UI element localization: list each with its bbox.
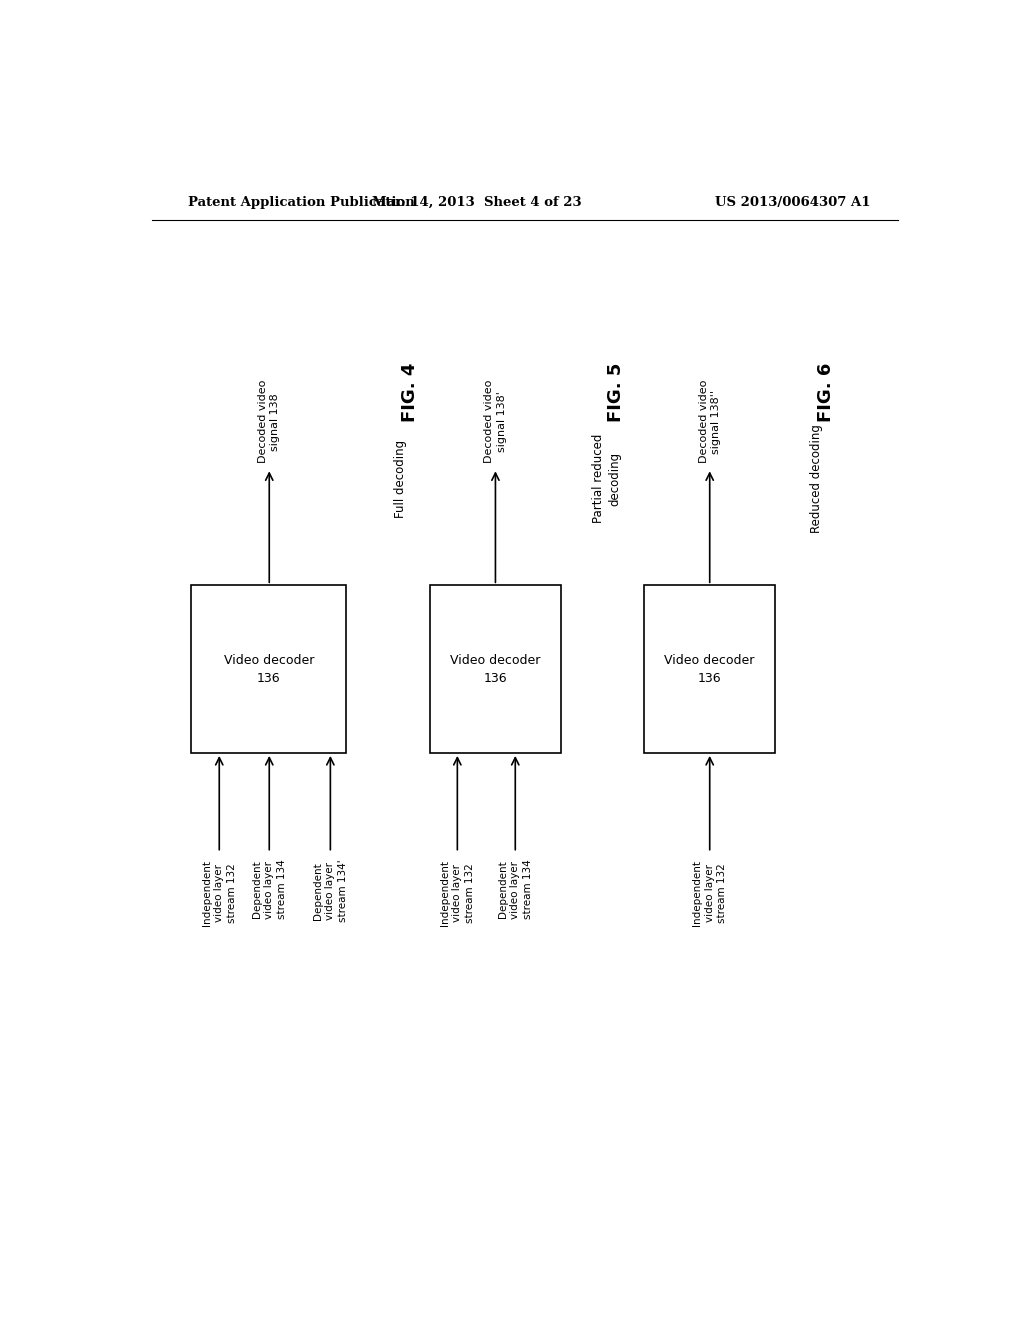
Bar [430, 585, 560, 752]
Text: Independent
video layer
stream 132: Independent video layer stream 132 [440, 859, 475, 925]
Text: FIG. 5: FIG. 5 [607, 363, 625, 422]
Text: US 2013/0064307 A1: US 2013/0064307 A1 [715, 195, 870, 209]
Text: FIG. 4: FIG. 4 [400, 363, 419, 422]
Text: Independent
video layer
stream 132: Independent video layer stream 132 [692, 859, 727, 925]
Text: Video decoder
136: Video decoder 136 [665, 653, 755, 685]
Bar [644, 585, 775, 752]
Text: Dependent
video layer
stream 134: Dependent video layer stream 134 [252, 859, 287, 920]
Bar [191, 585, 346, 752]
Text: Patent Application Publication: Patent Application Publication [187, 195, 415, 209]
Text: Decoded video
signal 138': Decoded video signal 138' [484, 380, 507, 463]
Text: Video decoder
136: Video decoder 136 [450, 653, 541, 685]
Text: Full decoding: Full decoding [393, 440, 407, 517]
Text: Mar. 14, 2013  Sheet 4 of 23: Mar. 14, 2013 Sheet 4 of 23 [373, 195, 582, 209]
Text: Reduced decoding: Reduced decoding [810, 424, 823, 533]
Text: Independent
video layer
stream 132: Independent video layer stream 132 [202, 859, 237, 925]
Text: FIG. 6: FIG. 6 [817, 363, 836, 422]
Text: Decoded video
signal 138: Decoded video signal 138 [258, 380, 281, 463]
Text: Dependent
video layer
stream 134: Dependent video layer stream 134 [498, 859, 532, 920]
Text: Partial reduced
decoding: Partial reduced decoding [592, 434, 622, 523]
Text: Video decoder
136: Video decoder 136 [223, 653, 314, 685]
Text: Decoded video
signal 138'': Decoded video signal 138'' [698, 380, 721, 463]
Text: Dependent
video layer
stream 134': Dependent video layer stream 134' [313, 859, 348, 923]
